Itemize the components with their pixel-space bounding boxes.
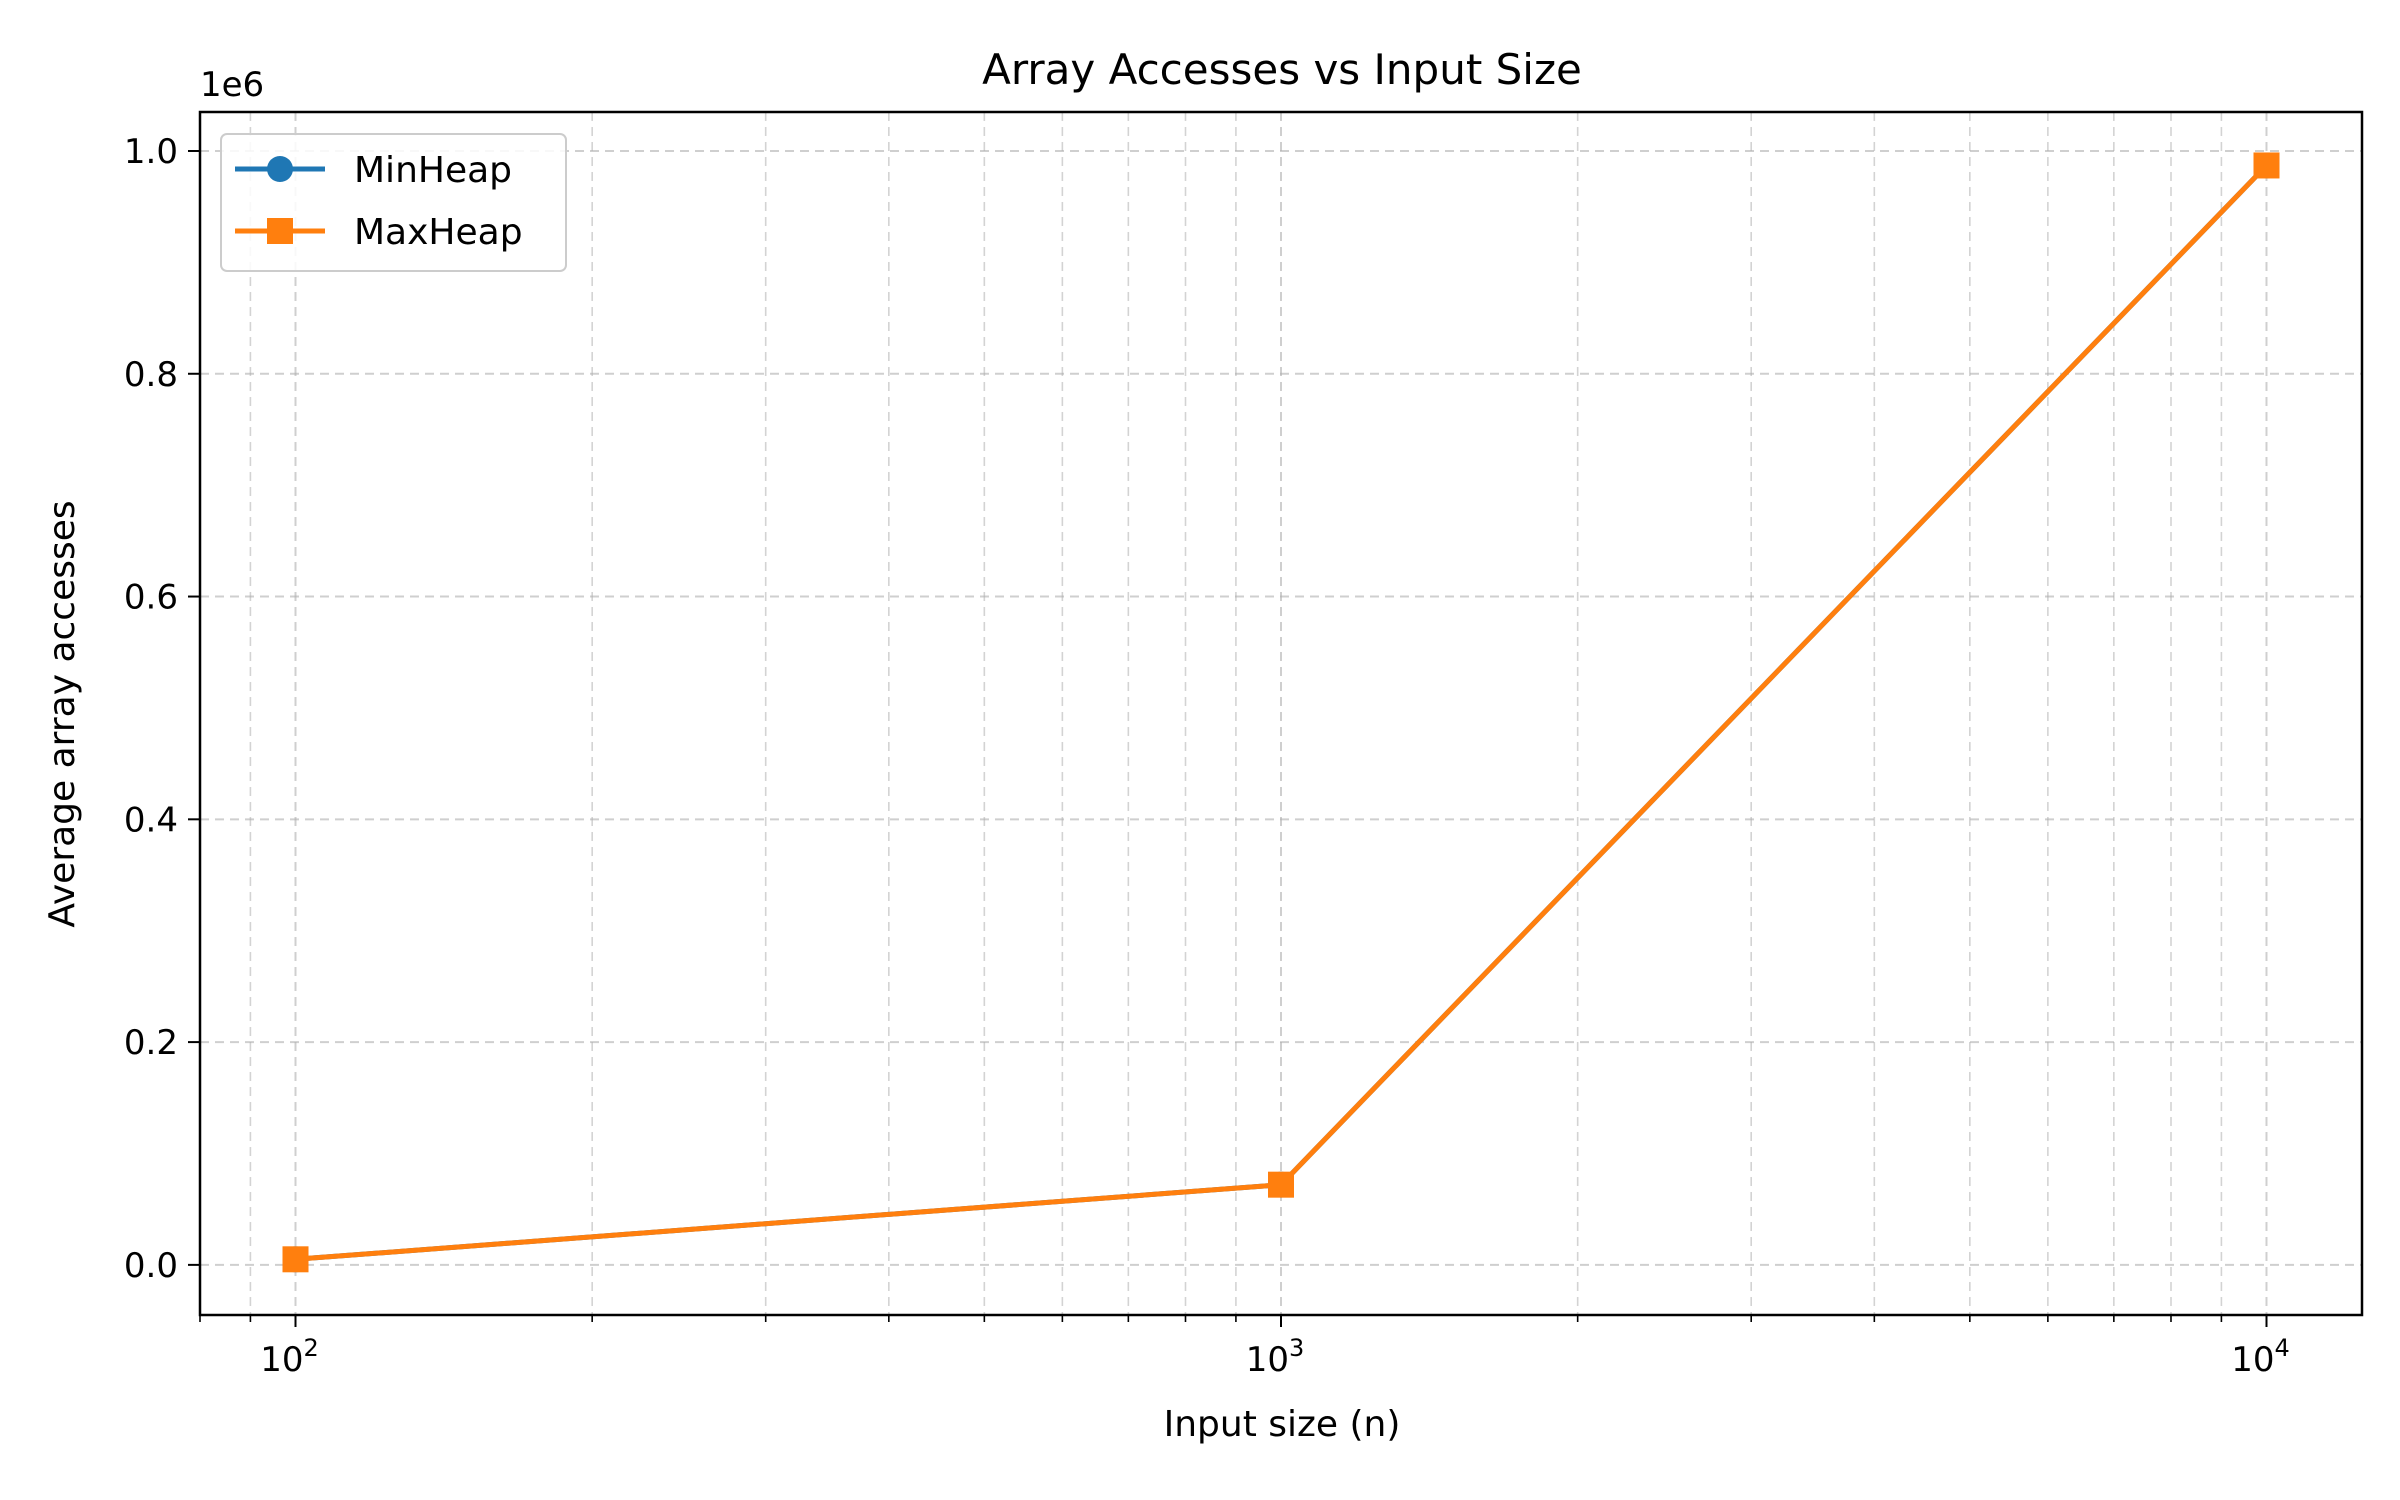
data-point-maxheap bbox=[282, 1246, 309, 1273]
y-axis-label: Average array accesses bbox=[42, 500, 83, 927]
y-tick-label: 1.0 bbox=[124, 132, 178, 172]
x-tick-label: 103 bbox=[1246, 1334, 1305, 1380]
legend-label-minheap: MinHeap bbox=[354, 150, 512, 191]
x-tick-label: 102 bbox=[260, 1334, 319, 1380]
series-layer bbox=[282, 152, 2280, 1273]
data-point-maxheap bbox=[1268, 1171, 1294, 1198]
x-tick-label: 104 bbox=[2231, 1334, 2290, 1380]
chart-title: Array Accesses vs Input Size bbox=[982, 45, 1582, 94]
ticks: 102 103 104 0.0 0.2 0.4 0.6 0.8 1.0 bbox=[124, 132, 2290, 1380]
y-tick-label: 0.2 bbox=[124, 1023, 178, 1063]
legend-marker-maxheap bbox=[267, 218, 293, 244]
y-offset-label: 1e6 bbox=[200, 65, 264, 105]
y-tick-label: 0.4 bbox=[124, 800, 178, 840]
y-tick-label: 0.8 bbox=[124, 355, 178, 395]
legend-label-maxheap: MaxHeap bbox=[354, 212, 523, 253]
legend: MinHeap MaxHeap bbox=[220, 133, 567, 272]
data-point-maxheap bbox=[2253, 152, 2280, 179]
legend-marker-minheap bbox=[267, 156, 293, 182]
y-tick-label: 0.6 bbox=[124, 578, 178, 618]
x-axis-label: Input size (n) bbox=[1164, 1404, 1401, 1445]
y-tick-label: 0.0 bbox=[124, 1246, 178, 1286]
grid bbox=[199, 112, 2362, 1315]
